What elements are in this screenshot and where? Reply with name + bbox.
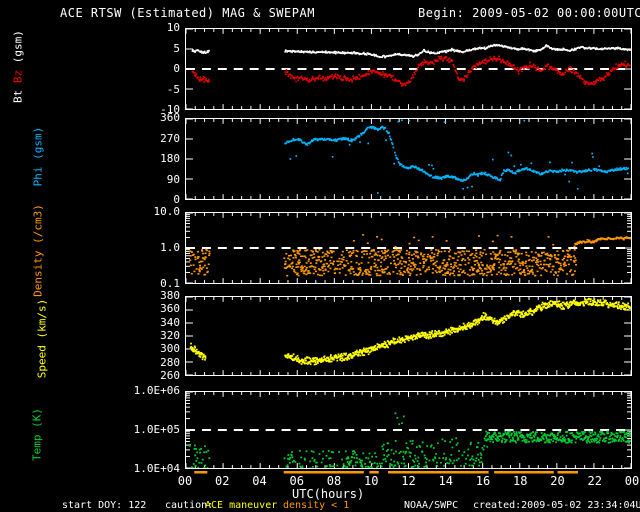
xtick-18-9: 18 bbox=[513, 474, 528, 488]
density-plot-area bbox=[186, 213, 631, 283]
phi-plot-area bbox=[186, 119, 631, 199]
caution-maneuver-label: ACE maneuver bbox=[205, 500, 278, 511]
panel-bt-bz bbox=[185, 28, 632, 110]
ytick-temp-0: 1.0E+04 bbox=[133, 462, 180, 475]
xtick-14-7: 14 bbox=[438, 474, 453, 488]
ytick-speed-5: 360 bbox=[160, 302, 180, 316]
phi-axis-label: Phi (gsm) bbox=[31, 126, 45, 187]
speed-axis-label: Speed (km/s) bbox=[35, 298, 49, 379]
caution-label: caution: bbox=[165, 500, 214, 511]
xtick-16-8: 16 bbox=[475, 474, 491, 488]
bt-bz-plot-area bbox=[186, 29, 631, 109]
xtick-00-12: 00 bbox=[624, 474, 640, 488]
temp-axis-label: Temp (K) bbox=[30, 408, 44, 461]
ytick-speed-4: 340 bbox=[160, 315, 180, 329]
ytick-density-2: 10.0 bbox=[153, 205, 181, 218]
ytick-speed-3: 320 bbox=[160, 329, 180, 342]
bt-label: Bt bbox=[11, 89, 25, 103]
ytick-temp-2: 1.0E+06 bbox=[133, 384, 180, 397]
xtick-22-11: 22 bbox=[587, 474, 602, 488]
xtick-04-2: 04 bbox=[252, 474, 267, 488]
ytick-bt-bz-3: 5 bbox=[173, 41, 180, 55]
x-axis-label: UTC(hours) bbox=[292, 487, 365, 501]
xtick-00-0: 00 bbox=[177, 474, 193, 488]
ytick-phi-0: 0 bbox=[173, 193, 180, 206]
ytick-speed-6: 380 bbox=[160, 289, 180, 302]
xtick-12-6: 12 bbox=[401, 474, 416, 488]
created-label: created:2009-05-02 23:34:04UTC bbox=[473, 500, 640, 511]
panel-density bbox=[185, 212, 632, 284]
ytick-density-1: 1.0 bbox=[160, 241, 180, 254]
temp-plot-area bbox=[186, 392, 631, 468]
agency-label: NOAA/SWPC bbox=[404, 500, 459, 511]
ytick-bt-bz-4: 10 bbox=[166, 21, 180, 34]
begin-time-label: Begin: 2009-05-02 00:00:00UTC bbox=[418, 6, 640, 20]
ytick-speed-2: 300 bbox=[160, 342, 180, 356]
xtick-02-1: 02 bbox=[215, 474, 230, 488]
panel-speed bbox=[185, 296, 632, 376]
ytick-bt-bz-1: -5 bbox=[166, 82, 180, 96]
xtick-20-10: 20 bbox=[550, 474, 565, 488]
ytick-phi-3: 270 bbox=[160, 131, 180, 145]
panel-temp bbox=[185, 391, 632, 469]
xtick-08-4: 08 bbox=[326, 474, 342, 488]
ytick-temp-1: 1.0E+05 bbox=[133, 423, 180, 436]
caution-density-label: density < 1 bbox=[283, 500, 350, 511]
bz-label: Bz bbox=[11, 69, 25, 84]
density-caution-bar bbox=[194, 471, 578, 474]
bt-bz-axis-label: Bt Bz (gsm) bbox=[12, 22, 25, 112]
xtick-06-3: 06 bbox=[289, 474, 304, 488]
ytick-speed-1: 280 bbox=[160, 355, 180, 369]
ytick-phi-2: 180 bbox=[160, 152, 180, 165]
xtick-10-5: 10 bbox=[364, 474, 379, 488]
panel-phi bbox=[185, 118, 632, 200]
ytick-bt-bz-0: -10 bbox=[160, 103, 180, 116]
bt-bz-units: (gsm) bbox=[11, 30, 25, 64]
speed-plot-area bbox=[186, 297, 631, 375]
ytick-density-0: 0.1 bbox=[160, 277, 180, 290]
ytick-phi-4: 360 bbox=[160, 111, 180, 124]
ytick-phi-1: 90 bbox=[166, 172, 180, 186]
start-doy-label: start DOY: 122 bbox=[62, 500, 147, 511]
page-title: ACE RTSW (Estimated) MAG & SWEPAM bbox=[60, 6, 315, 20]
ytick-speed-0: 260 bbox=[160, 369, 180, 382]
ytick-bt-bz-2: 0 bbox=[173, 62, 180, 75]
